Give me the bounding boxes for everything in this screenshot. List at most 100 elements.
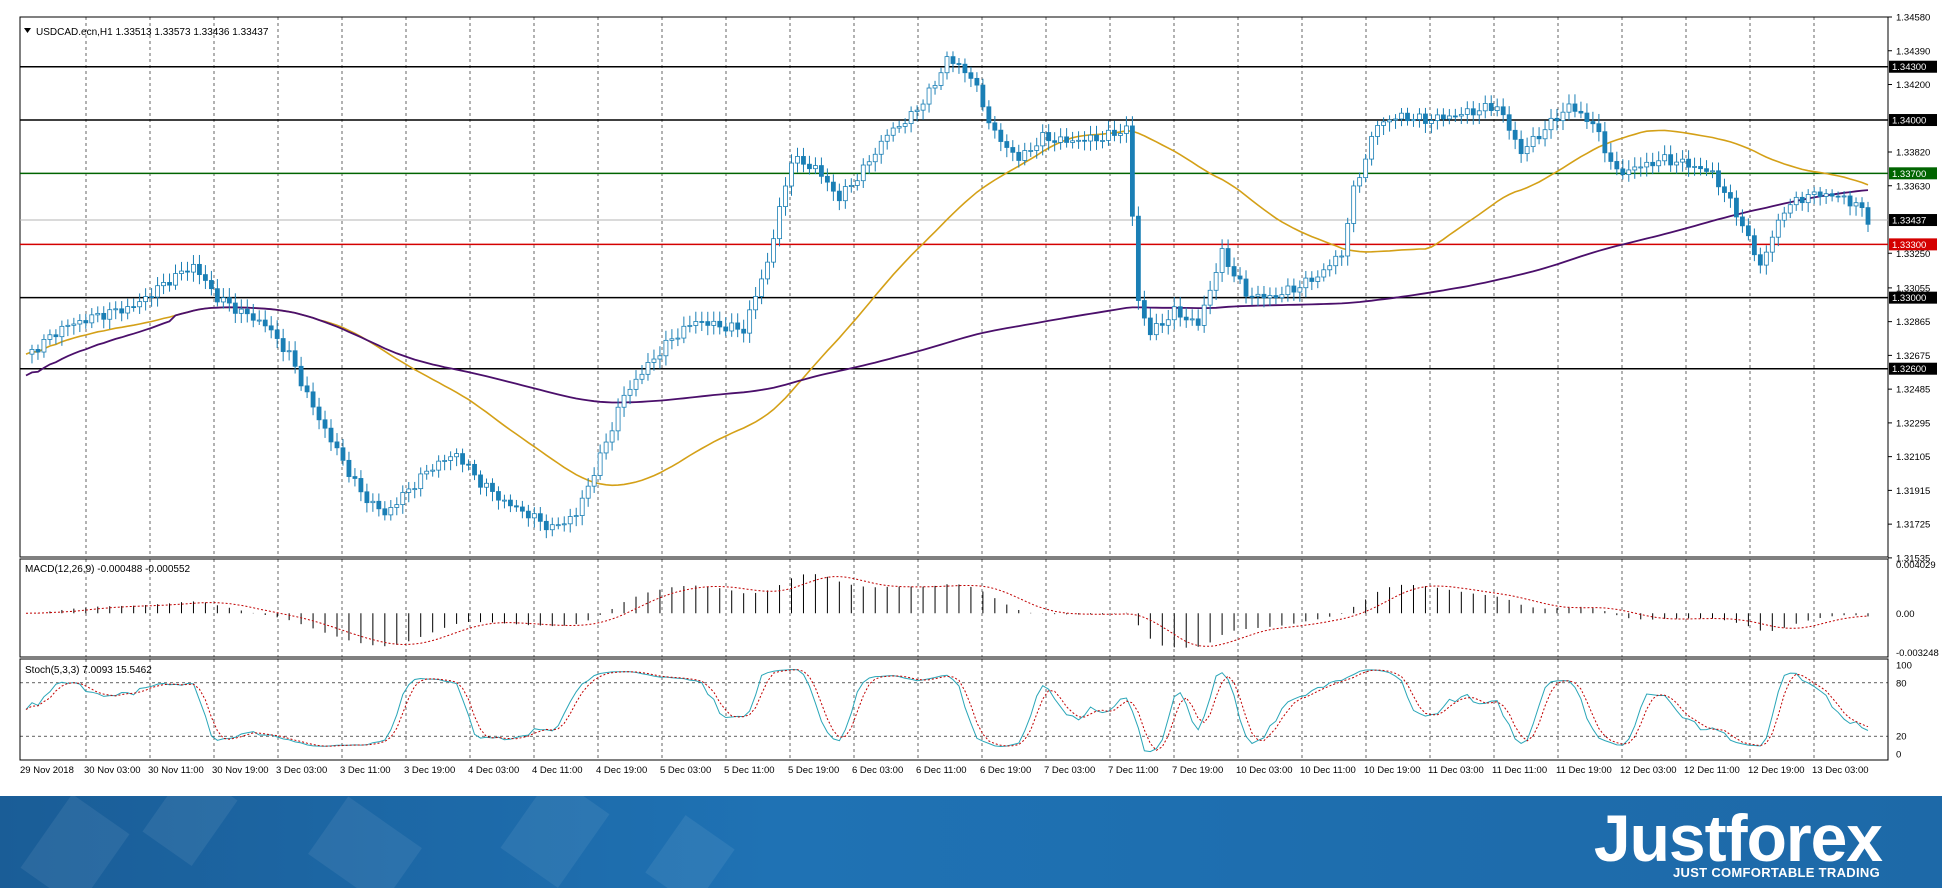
candle-body [920,103,926,111]
candle-body [1626,169,1632,175]
candle-body [525,510,531,519]
candle-body [878,140,884,155]
y-tick-label: 1.32865 [1896,317,1930,328]
macd-panel-frame [19,558,1889,658]
candle-body [663,339,669,357]
macd-signal-line [25,576,1869,647]
candle-body [854,180,860,186]
candle-body [1787,204,1793,214]
candle-body [1088,134,1093,142]
chart-title: USDCAD.ecn,H1 1.33513 1.33573 1.33436 1.… [36,27,269,38]
candle-body [1106,129,1111,141]
candle-body [238,308,244,314]
candle-body [830,181,836,192]
candle-body [1452,115,1458,118]
x-tick-label: 11 Dec 19:00 [1556,765,1612,776]
candle-body [1530,135,1536,148]
x-tick-label: 3 Dec 19:00 [404,765,455,776]
candle-body [95,312,101,316]
candle-body [1285,285,1291,296]
candle-body [1518,138,1524,155]
candle-body [214,288,220,303]
candle-body [71,323,77,326]
candle-body [1542,129,1548,140]
candle-body [908,111,914,124]
candle-body [466,463,471,466]
candle-body [1351,185,1357,224]
candle-body [83,320,89,324]
candle-body [454,453,459,458]
candle-body [89,314,95,324]
macd-y-tick-label: -0.003248 [1896,648,1939,659]
candle-body [1763,251,1769,266]
candle-body [472,463,477,476]
candle-body [1560,111,1566,122]
candle-body [884,134,890,142]
candle-body [388,507,394,516]
candle-body [1387,119,1392,123]
candle-body [1381,121,1386,126]
candle-body [220,297,226,303]
candle-body [645,362,651,375]
candle-body [621,394,627,408]
candle-body [41,339,47,353]
x-tick-label: 10 Dec 19:00 [1364,765,1421,776]
candle-body [502,499,507,502]
candle-body [950,56,956,64]
candle-body [711,320,717,326]
stoch-y-tick-label: 100 [1896,661,1912,672]
candle-body [681,325,687,339]
candle-body [585,485,591,499]
candle-body [741,328,747,334]
candle-body [1165,319,1171,326]
candle-body [609,430,615,443]
candle-body [268,325,274,331]
candle-body [1757,254,1763,266]
candle-body [113,308,119,311]
candle-body [1500,106,1506,116]
candle-body [1662,154,1668,162]
candle-body [1135,215,1141,301]
candle-body [555,524,561,527]
level-price-box [1889,362,1937,375]
candle-body [519,506,525,512]
candle-body [1112,129,1117,136]
candle-body [1632,166,1638,171]
candle-body [1506,114,1512,131]
candle-body [1781,212,1787,221]
candle-body [1225,248,1231,267]
candle-body [173,273,178,286]
candle-body [155,285,160,298]
candle-body [1811,191,1817,195]
candle-body [1369,136,1375,160]
candle-body [1668,154,1674,166]
candle-body [406,488,412,493]
candle-body [771,238,776,263]
candle-body [1094,134,1099,142]
candle-body [1686,158,1691,168]
candle-body [1423,113,1428,124]
candle-body [304,385,310,393]
x-tick-label: 10 Dec 03:00 [1236,765,1293,776]
candle-body [783,185,788,207]
candle-body [119,308,125,314]
candle-body [208,280,214,290]
x-tick-label: 6 Dec 11:00 [916,765,967,776]
y-tick-label: 1.34580 [1896,13,1930,24]
candle-body [1357,177,1363,187]
x-tick-label: 5 Dec 03:00 [660,765,711,776]
candle-body [161,282,166,287]
x-tick-label: 5 Dec 11:00 [724,765,775,776]
candle-body [1620,168,1626,175]
candle-body [1064,136,1070,143]
candle-body [1393,118,1398,121]
candle-body [573,515,579,517]
candle-body [1046,132,1052,142]
y-tick-label: 1.33630 [1896,181,1930,192]
candle-body [824,175,830,183]
ma-fast-line [25,129,1869,487]
collapse-triangle-icon[interactable] [24,28,31,33]
candle-body [1548,117,1554,131]
y-tick-label: 1.34200 [1896,80,1930,91]
candle-body [1303,277,1309,289]
